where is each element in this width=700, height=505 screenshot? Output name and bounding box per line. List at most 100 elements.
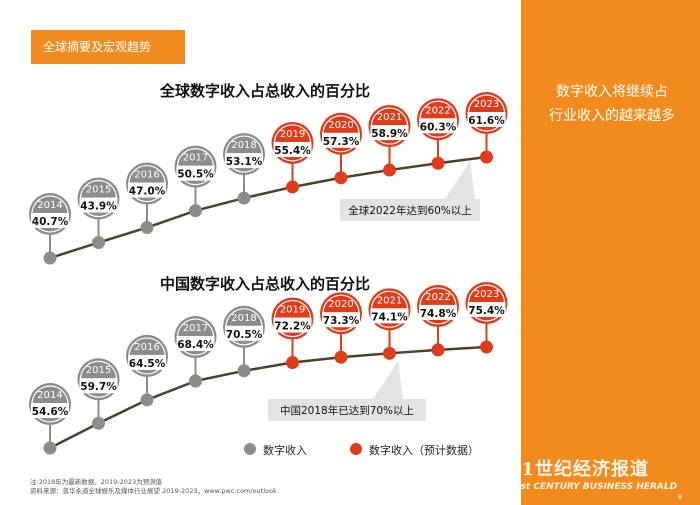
value-label: 61.6% xyxy=(468,115,505,127)
data-point-2018: 2018 53.1% xyxy=(223,133,265,205)
watermark-en: 21st CENTURY BUSINESS HERALD xyxy=(508,482,678,492)
value-label: 57.3% xyxy=(323,136,360,148)
data-point-2016: 2016 47.0% xyxy=(126,162,168,235)
footnote: 注:2018年为最新数据，2019-2023为预测值 资料来源：普华永道全球娱乐… xyxy=(30,478,277,496)
year-label: 2014 xyxy=(37,200,62,211)
value-band xyxy=(467,112,506,127)
value-band xyxy=(128,354,166,370)
point-marker xyxy=(237,364,251,378)
value-band xyxy=(79,378,118,394)
point-marker xyxy=(480,340,493,354)
value-band xyxy=(419,304,457,320)
data-point-2015: 2015 43.9% xyxy=(77,177,120,250)
year-label: 2019 xyxy=(280,305,305,316)
value-band xyxy=(31,213,69,228)
point-marker xyxy=(140,221,154,235)
watermark: 21世纪经济报道 21st CENTURY BUSINESS HERALD xyxy=(508,455,698,492)
callout-text: 数字收入将继续占 行业收入的越来越多 xyxy=(532,80,692,128)
data-point-2022: 2022 74.8% xyxy=(417,284,459,357)
annotation-text: 全球2022年达到60%以上 xyxy=(348,204,472,217)
value-band xyxy=(370,125,409,141)
point-marker xyxy=(431,156,445,170)
year-label: 2023 xyxy=(474,99,499,110)
year-label: 2022 xyxy=(425,292,450,303)
year-label: 2018 xyxy=(231,140,256,151)
trend-line xyxy=(49,345,487,450)
data-point-2017: 2017 68.4% xyxy=(174,315,217,388)
value-label: 73.3% xyxy=(323,315,360,327)
value-label: 75.4% xyxy=(468,305,505,317)
value-label: 53.1% xyxy=(226,156,263,168)
value-band xyxy=(176,165,215,181)
value-band xyxy=(370,308,409,324)
global-chart: 全球2022年达到60%以上 2014 40.7% 2015 43.9% 2016 47.0… xyxy=(29,92,508,265)
watermark-cn: 21世纪经济报道 xyxy=(508,459,650,480)
year-label: 2014 xyxy=(37,390,62,401)
value-label: 70.5% xyxy=(226,329,263,341)
value-label: 64.5% xyxy=(129,358,166,370)
year-label: 2020 xyxy=(328,299,353,310)
year-label: 2022 xyxy=(425,105,450,116)
value-band xyxy=(225,325,263,341)
value-band xyxy=(419,118,457,134)
year-label: 2015 xyxy=(86,185,111,196)
trend-line xyxy=(49,155,487,260)
value-label: 59.7% xyxy=(80,381,117,393)
data-point-2015: 2015 59.7% xyxy=(77,358,120,430)
legend-actual-swatch xyxy=(244,443,256,455)
point-marker xyxy=(189,204,202,218)
annotation-pointer xyxy=(373,361,403,399)
point-marker xyxy=(286,180,299,194)
point-marker xyxy=(92,236,105,250)
callout-line-1: 数字收入将继续占 xyxy=(556,84,668,100)
data-point-2014: 2014 54.6% xyxy=(29,383,71,455)
year-label: 2017 xyxy=(183,323,208,334)
value-label: 58.9% xyxy=(371,128,408,140)
value-label: 72.2% xyxy=(274,321,311,333)
value-band xyxy=(273,317,312,333)
value-band xyxy=(273,141,312,157)
data-point-2017: 2017 50.5% xyxy=(174,145,217,218)
section-title: 全球摘要及宏观趋势 xyxy=(43,40,152,54)
value-band xyxy=(79,197,118,213)
annotation-box xyxy=(268,399,426,421)
annotation-box xyxy=(340,199,480,221)
value-band xyxy=(31,403,69,418)
year-label: 2017 xyxy=(183,153,208,164)
value-band xyxy=(225,153,263,169)
value-label: 47.0% xyxy=(129,186,166,198)
data-point-2018: 2018 70.5% xyxy=(223,305,265,378)
year-label: 2021 xyxy=(377,295,402,306)
data-point-2019: 2019 55.4% xyxy=(271,121,314,194)
legend-actual-label: 数字收入 xyxy=(263,443,307,457)
point-marker xyxy=(43,441,57,455)
year-label: 2023 xyxy=(474,289,499,300)
data-point-2020: 2020 73.3% xyxy=(320,292,362,364)
callout-line-2: 行业收入的越来越多 xyxy=(549,108,675,124)
data-point-2019: 2019 72.2% xyxy=(271,297,314,370)
point-marker xyxy=(431,343,445,357)
point-marker xyxy=(189,374,202,388)
value-label: 60.3% xyxy=(420,121,457,133)
year-label: 2020 xyxy=(328,120,353,131)
china-chart: 中国2018年已达到70%以上 2014 54.6% 2015 59.7% 2016 64.… xyxy=(29,282,508,455)
data-point-2020: 2020 57.3% xyxy=(320,112,362,185)
point-marker xyxy=(286,356,299,370)
annotation-text: 中国2018年已达到70%以上 xyxy=(280,404,414,417)
year-label: 2015 xyxy=(86,365,111,376)
value-label: 40.7% xyxy=(32,216,69,228)
value-band xyxy=(322,312,360,328)
point-marker xyxy=(43,251,57,265)
data-point-2022: 2022 60.3% xyxy=(417,98,459,170)
data-point-2021: 2021 58.9% xyxy=(368,105,411,177)
value-band xyxy=(467,302,506,317)
year-label: 2016 xyxy=(134,342,159,353)
annotation-callout: 全球2022年达到60%以上 xyxy=(340,161,480,221)
point-marker xyxy=(480,150,493,164)
value-label: 54.6% xyxy=(32,406,69,418)
value-label: 68.4% xyxy=(177,339,214,351)
chart-title-global: 全球数字收入占总收入的百分比 xyxy=(160,82,371,100)
data-point-2014: 2014 40.7% xyxy=(29,193,71,265)
annotation-callout: 中国2018年已达到70%以上 xyxy=(268,361,426,421)
